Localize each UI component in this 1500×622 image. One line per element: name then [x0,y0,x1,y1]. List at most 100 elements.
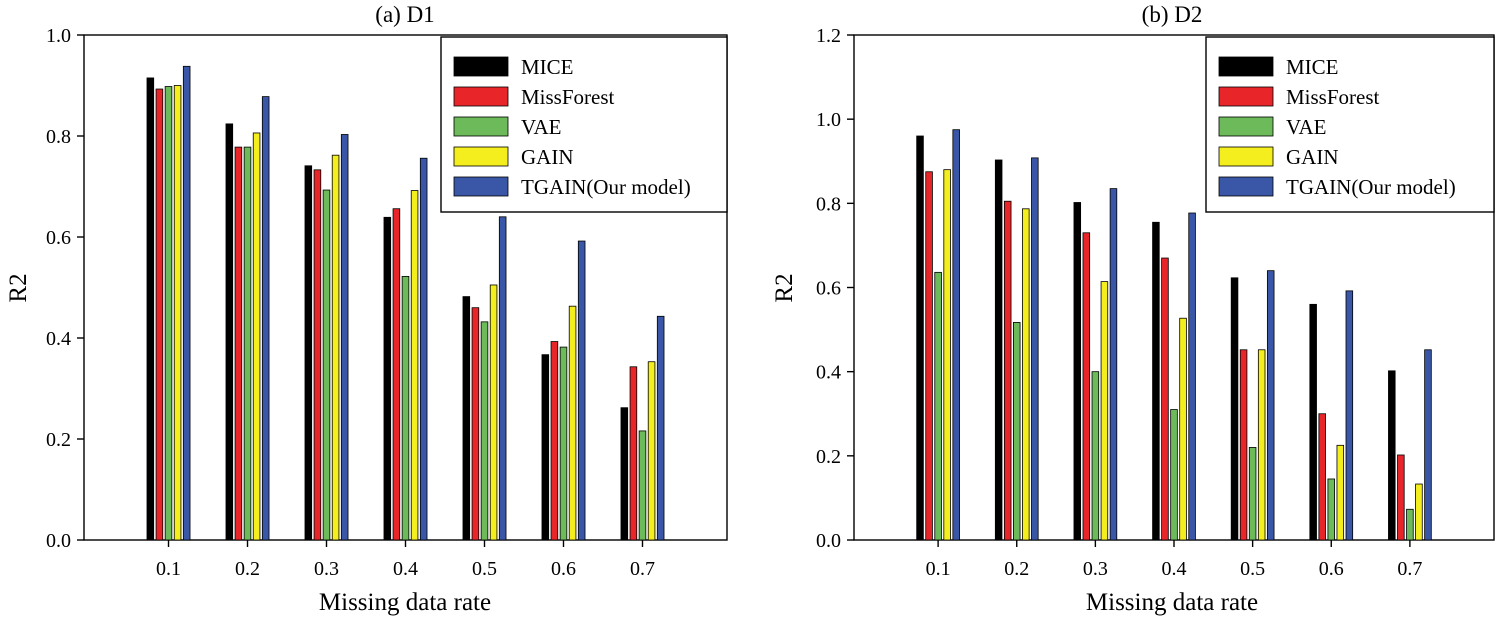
bar-vae [243,146,252,541]
bar-missforest [155,88,164,541]
x-tick-label: 0.2 [1004,558,1029,580]
legend-swatch [1218,86,1274,107]
bar-gain [1022,208,1030,541]
x-tick-label: 0.4 [1162,558,1187,580]
bar-gain [331,154,340,541]
bar-missforest [1003,200,1012,541]
bar-vae [1248,447,1257,541]
bar-missforest [629,366,638,541]
bar-mice [146,77,155,541]
bar-tgain-our-model [498,216,507,541]
legend-swatch [1218,116,1274,137]
bar-tgain-our-model [1424,349,1432,541]
bar-missforest [471,307,480,541]
bar-vae [1013,322,1021,541]
bar-mice [541,354,550,541]
bar-gain [1336,444,1345,541]
x-axis-label: Missing data rate [319,589,491,616]
bar-gain [568,305,577,541]
legend-swatch [453,176,509,197]
bar-mice [1152,221,1160,541]
bar-gain [489,284,498,541]
bar-tgain-our-model [1031,157,1039,541]
bar-mice [1388,370,1396,541]
bar-tgain-our-model [656,315,665,541]
y-tick-label: 0.8 [816,193,841,215]
legend: MICE MissForest VAE GAIN TGAIN(Our model) [440,36,728,213]
bar-vae [1091,371,1100,541]
y-tick-label: 1.0 [46,25,71,47]
chart-title: (b) D2 [1142,2,1203,27]
y-tick-label: 0.6 [816,278,841,300]
x-tick-label: 0.5 [1240,558,1265,580]
legend-swatch [1218,146,1274,167]
bar-missforest [234,146,243,541]
x-tick-label: 0.3 [1083,558,1108,580]
bar-mice [225,123,234,541]
legend-swatch [1218,56,1274,77]
bar-mice [304,165,313,541]
bar-mice [1230,277,1239,541]
y-tick-label: 0.0 [46,530,71,552]
y-tick-label: 1.2 [816,25,841,47]
y-tick-label: 0.4 [816,362,841,384]
x-tick-label: 0.1 [926,558,951,580]
legend-swatch [453,56,509,77]
bar-tgain-our-model [952,129,960,541]
y-tick-label: 0.2 [46,429,71,451]
bar-gain [1179,317,1187,541]
bar-vae [638,430,647,541]
x-tick-label: 0.6 [551,558,576,580]
bar-tgain-our-model [261,96,270,541]
bar-vae [934,271,942,541]
bar-gain [647,361,656,541]
chart-panel-d1: (a) D1 R2 Missing data rate 0.0 0.2 0.4 0.6… [5,2,728,616]
legend-label: GAIN [1286,145,1339,169]
bar-tgain-our-model [340,134,349,541]
bar-tgain-our-model [1266,270,1275,541]
bar-mice [994,159,1003,541]
bar-vae [559,346,568,541]
bar-gain [943,169,951,541]
bar-mice [462,296,471,541]
legend-label: MICE [521,55,574,79]
bar-gain [1415,483,1423,541]
bar-tgain-our-model [182,65,191,541]
x-tick-label: 0.1 [156,558,181,580]
bar-mice [916,135,924,541]
legend-label: MissForest [521,85,615,109]
bar-mice [620,407,629,541]
bar-missforest [313,169,322,541]
x-tick-label: 0.5 [472,558,497,580]
x-tick-label: 0.4 [393,558,418,580]
bar-missforest [392,208,401,541]
bar-tgain-our-model [1188,212,1196,541]
legend-label: VAE [521,115,561,139]
chart-title: (a) D1 [375,2,434,27]
bar-missforest [550,341,559,541]
x-tick-label: 0.2 [235,558,260,580]
legend-swatch [453,146,509,167]
bar-missforest [1082,232,1091,541]
bar-vae [322,189,331,541]
bar-tgain-our-model [577,240,586,541]
bar-missforest [925,171,933,541]
bar-gain [252,132,261,541]
x-axis-label: Missing data rate [1086,589,1258,616]
chart-panel-d2: (b) D2 R2 Missing data rate 0.0 0.2 0.4 0.6… [771,2,1495,616]
x-tick-label: 0.7 [1397,558,1422,580]
y-tick-label: 0.2 [816,446,841,468]
legend-label: GAIN [521,145,574,169]
y-tick-label: 0.0 [816,530,841,552]
x-tick-label: 0.7 [630,558,655,580]
bar-mice [1073,202,1082,541]
legend-swatch [1218,176,1274,197]
y-tick-label: 1.0 [816,109,841,131]
bar-vae [1327,478,1335,541]
bar-vae [1170,409,1178,541]
y-tick-label: 0.6 [46,227,71,249]
bar-missforest [1397,454,1405,541]
bar-gain [410,190,419,541]
bar-tgain-our-model [1109,188,1118,541]
